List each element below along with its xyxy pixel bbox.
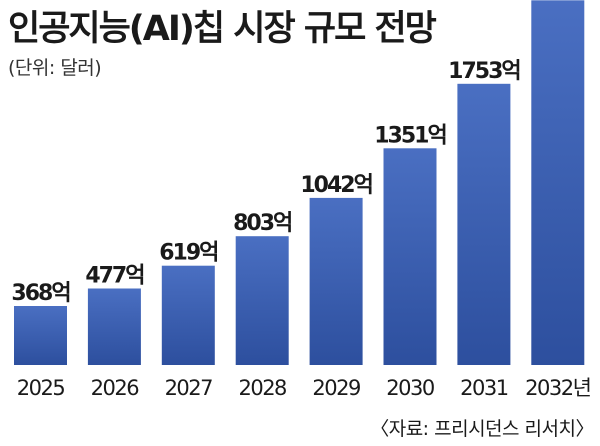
data-label: 619억	[159, 241, 217, 266]
bar-2028	[235, 236, 289, 365]
bar-2030	[383, 148, 437, 365]
bar-2025	[14, 306, 67, 365]
x-tick-label: 2027	[165, 376, 213, 400]
data-label: 803억	[233, 211, 291, 236]
data-label: 1753억	[448, 59, 519, 84]
source-note: 〈자료: 프리시던스 리서치〉	[370, 418, 594, 440]
bar-2031	[457, 83, 511, 366]
bar-2026	[87, 288, 141, 365]
x-axis-labels: 2025 2026 2027 2028 2029 2030 2031 2032년	[17, 376, 592, 400]
x-tick-label: 2025	[17, 376, 65, 400]
data-label: 477억	[85, 264, 143, 289]
chart-title: 인공지능(AI)칩 시장 규모 전망	[8, 9, 437, 49]
bar-2027	[161, 265, 215, 365]
x-tick-label: 2032년	[525, 376, 590, 400]
unit-label: (단위: 달러)	[8, 57, 102, 79]
data-label: 1042억	[300, 173, 371, 198]
x-tick-label: 2029	[312, 376, 360, 400]
bar-2029	[309, 197, 363, 365]
x-tick-label: 2030	[386, 376, 434, 400]
bar-2032	[531, 0, 585, 366]
x-tick-label: 2031	[460, 376, 508, 400]
data-label: 368억	[11, 281, 69, 306]
x-tick-label: 2028	[238, 376, 286, 400]
bars-group	[14, 0, 585, 366]
value-labels-group: 368억477억619억803억1042억1351억1753억2274억	[11, 0, 595, 306]
x-tick-label: 2026	[91, 376, 140, 400]
data-label: 1351억	[374, 123, 445, 148]
